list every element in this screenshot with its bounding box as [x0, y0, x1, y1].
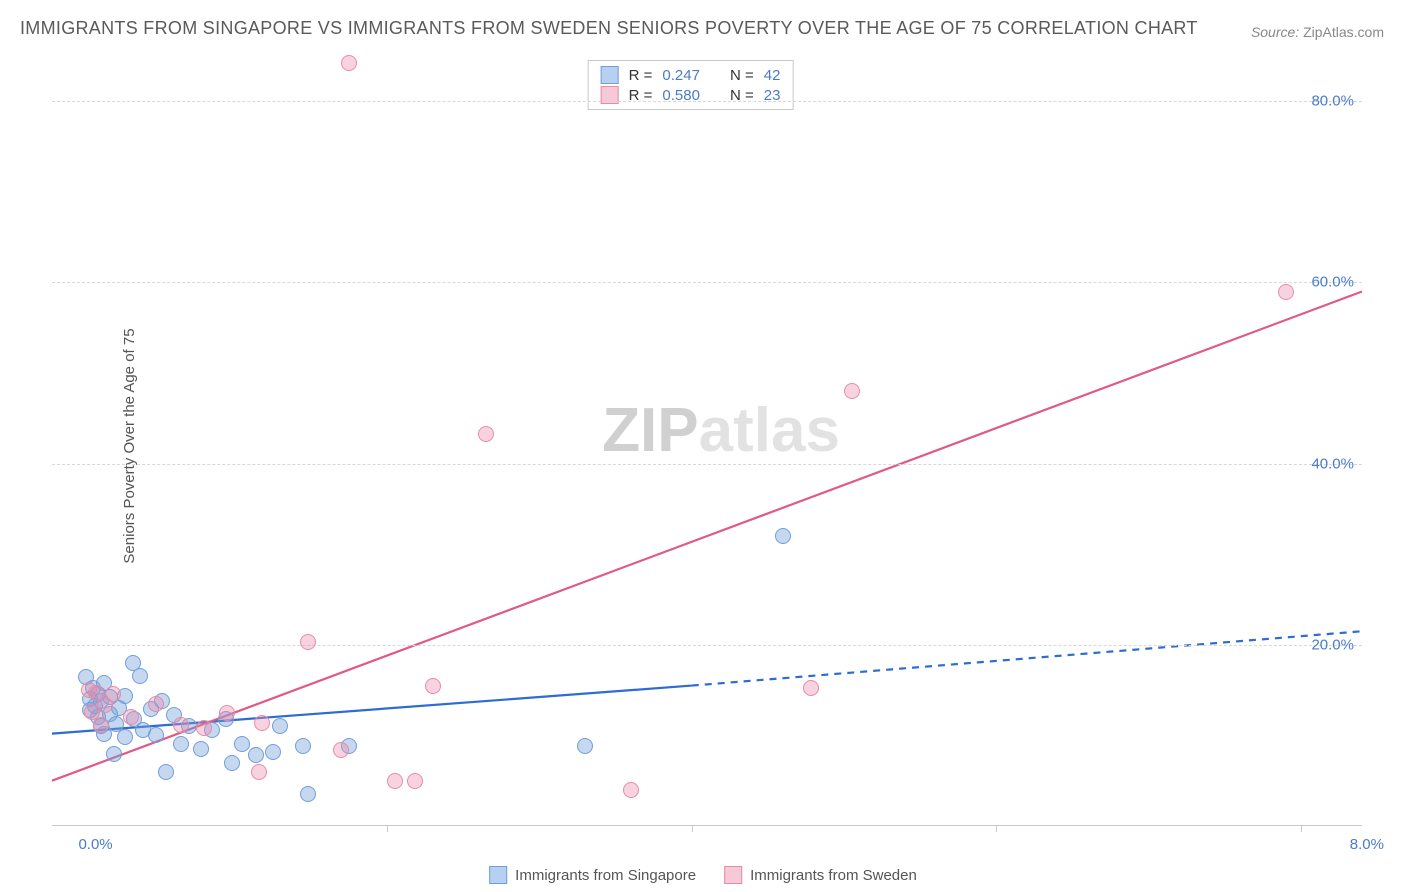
grid-line — [52, 282, 1362, 283]
series-legend-label: Immigrants from Sweden — [750, 867, 917, 884]
data-point-singapore — [577, 738, 593, 754]
data-point-sweden — [93, 717, 109, 733]
data-point-singapore — [148, 727, 164, 743]
legend-swatch — [724, 866, 742, 884]
r-label: R = — [629, 67, 653, 84]
data-point-sweden — [478, 426, 494, 442]
data-point-sweden — [341, 55, 357, 71]
legend-swatch — [601, 66, 619, 84]
data-point-sweden — [387, 773, 403, 789]
data-point-singapore — [193, 741, 209, 757]
x-tick-label: 8.0% — [1350, 836, 1384, 853]
data-point-sweden — [803, 680, 819, 696]
series-legend-item: Immigrants from Sweden — [724, 866, 917, 884]
data-point-sweden — [623, 782, 639, 798]
x-tick — [692, 826, 693, 832]
y-tick-label: 20.0% — [1311, 636, 1354, 653]
correlation-legend: R =0.247N =42R =0.580N =23 — [588, 60, 794, 110]
data-point-singapore — [265, 744, 281, 760]
data-point-sweden — [123, 709, 139, 725]
r-value: 0.247 — [662, 67, 700, 84]
series-legend-label: Immigrants from Singapore — [515, 867, 696, 884]
trend-lines-layer — [52, 56, 1362, 826]
data-point-singapore — [295, 738, 311, 754]
y-tick-label: 60.0% — [1311, 274, 1354, 291]
data-point-singapore — [106, 746, 122, 762]
source-label: Source: — [1251, 24, 1299, 40]
data-point-sweden — [407, 773, 423, 789]
data-point-sweden — [333, 742, 349, 758]
grid-line — [52, 101, 1362, 102]
series-legend-item: Immigrants from Singapore — [489, 866, 696, 884]
legend-swatch — [489, 866, 507, 884]
data-point-sweden — [173, 717, 189, 733]
data-point-sweden — [1278, 284, 1294, 300]
data-point-singapore — [173, 736, 189, 752]
data-point-singapore — [234, 736, 250, 752]
x-tick — [1301, 826, 1302, 832]
data-point-sweden — [148, 696, 164, 712]
n-label: N = — [730, 67, 754, 84]
n-value: 42 — [764, 67, 781, 84]
x-tick-label: 0.0% — [78, 836, 112, 853]
grid-line — [52, 645, 1362, 646]
data-point-sweden — [251, 764, 267, 780]
grid-line — [52, 464, 1362, 465]
x-tick — [996, 826, 997, 832]
data-point-sweden — [300, 634, 316, 650]
data-point-sweden — [425, 678, 441, 694]
data-point-singapore — [272, 718, 288, 734]
source-attribution: Source: ZipAtlas.com — [1251, 24, 1384, 40]
x-tick — [387, 826, 388, 832]
chart-title: IMMIGRANTS FROM SINGAPORE VS IMMIGRANTS … — [20, 18, 1198, 39]
data-point-singapore — [158, 764, 174, 780]
data-point-singapore — [117, 729, 133, 745]
data-point-sweden — [844, 383, 860, 399]
y-tick-label: 80.0% — [1311, 93, 1354, 110]
scatter-plot: ZIPatlas R =0.247N =42R =0.580N =23 20.0… — [52, 56, 1362, 826]
correlation-legend-row: R = 0.247 N = 42 — [601, 65, 781, 85]
data-point-sweden — [219, 705, 235, 721]
trend-line — [52, 292, 1362, 781]
y-tick-label: 40.0% — [1311, 455, 1354, 472]
series-legend: Immigrants from Singapore Immigrants from… — [489, 866, 917, 884]
source-value: ZipAtlas.com — [1303, 24, 1384, 40]
data-point-singapore — [300, 786, 316, 802]
trend-line — [692, 631, 1362, 685]
data-point-sweden — [196, 720, 212, 736]
data-point-sweden — [105, 686, 121, 702]
data-point-singapore — [775, 528, 791, 544]
data-point-sweden — [254, 715, 270, 731]
data-point-singapore — [132, 668, 148, 684]
data-point-singapore — [224, 755, 240, 771]
data-point-singapore — [248, 747, 264, 763]
